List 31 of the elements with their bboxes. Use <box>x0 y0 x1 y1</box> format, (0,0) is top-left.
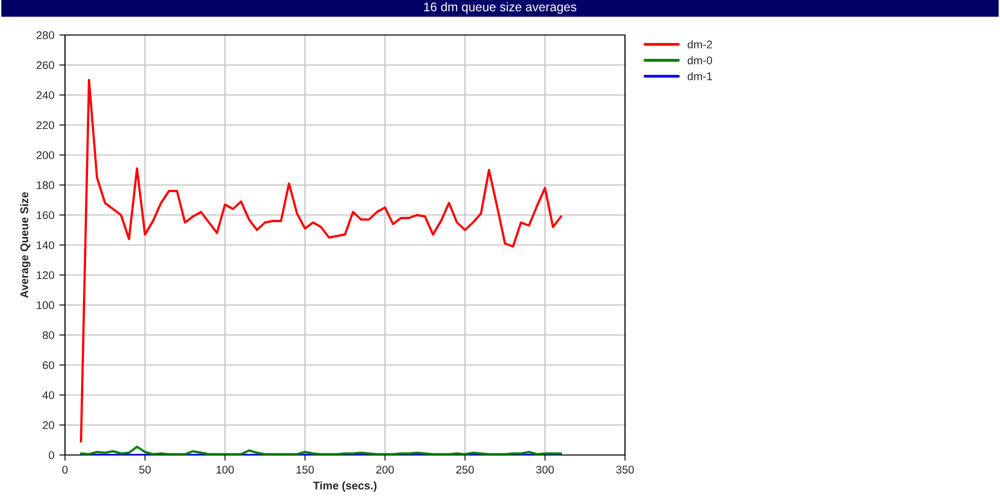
y-tick-label: 40 <box>42 391 54 400</box>
x-tick-label: 300 <box>536 466 554 474</box>
y-tick-label: 220 <box>36 121 54 130</box>
y-tick-label: 120 <box>36 271 54 280</box>
y-tick-label: 0 <box>48 451 54 460</box>
legend-label: dm-0 <box>688 56 712 64</box>
x-tick-label: 250 <box>456 466 474 474</box>
y-tick-label: 60 <box>42 361 54 370</box>
y-tick-label: 280 <box>36 31 54 40</box>
legend-label: dm-1 <box>688 72 712 80</box>
y-tick-label: 260 <box>36 61 54 70</box>
y-tick-label: 200 <box>36 151 54 160</box>
y-tick-label: 100 <box>36 301 54 310</box>
y-tick-label: 180 <box>36 181 54 190</box>
x-tick-label: 200 <box>376 466 394 474</box>
y-tick-label: 240 <box>36 91 54 100</box>
x-tick-label: 350 <box>616 466 634 474</box>
x-axis-title: Time (secs.) <box>313 481 376 492</box>
y-tick-label: 80 <box>42 331 54 340</box>
x-tick-label: 100 <box>216 466 234 474</box>
x-tick-label: 0 <box>62 466 68 474</box>
y-tick-label: 20 <box>42 421 54 430</box>
x-tick-label: 150 <box>296 466 314 474</box>
y-axis-title: Average Queue Size <box>20 192 30 298</box>
line-series <box>80 446 562 455</box>
legend-label: dm-2 <box>688 40 712 48</box>
chart-title: 16 dm queue size averages <box>424 2 576 14</box>
line-series <box>80 78 562 443</box>
y-tick-label: 140 <box>36 241 54 250</box>
x-tick-label: 50 <box>139 466 151 474</box>
y-tick-label: 160 <box>36 211 54 220</box>
